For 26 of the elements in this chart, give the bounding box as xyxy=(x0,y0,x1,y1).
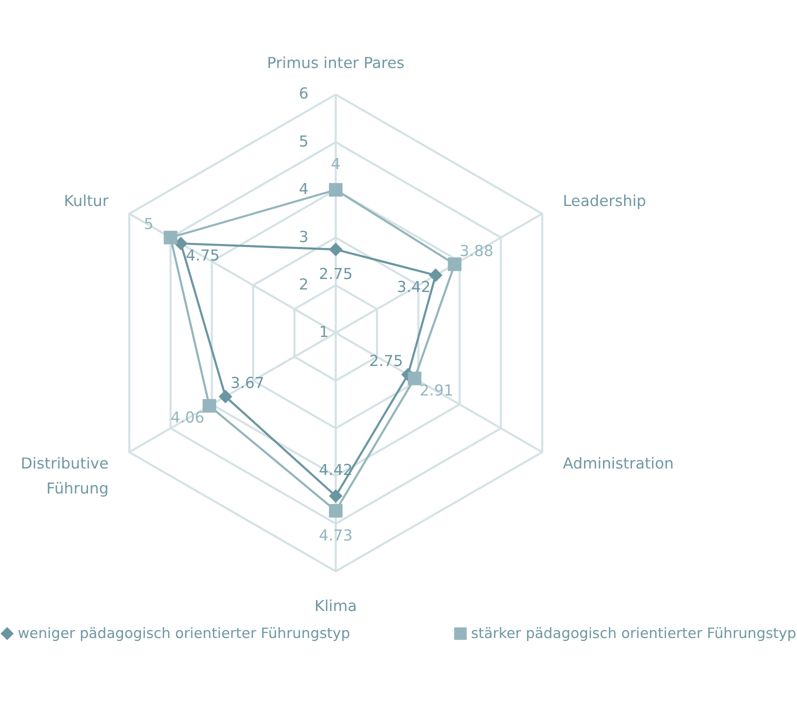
data-label: 4.73 xyxy=(318,526,353,544)
data-label: 3.42 xyxy=(396,278,431,296)
data-label: 2.75 xyxy=(318,264,353,283)
data-label: 4 xyxy=(330,154,341,173)
data-label: 4.42 xyxy=(318,460,353,479)
data-label: 4.75 xyxy=(186,246,220,264)
data-label: 2.75 xyxy=(369,352,403,370)
legend-label: weniger pädagogisch orientierter Führungstyp xyxy=(18,626,350,642)
data-label: 2.91 xyxy=(420,381,454,400)
spoke-label: Klima xyxy=(314,597,357,616)
y-tick-label: 4 xyxy=(298,180,309,198)
legend-label: stärker pädagogisch orientierter Führungstyp xyxy=(470,626,796,642)
spoke-label: Administration xyxy=(562,454,674,472)
y-tick-label: 6 xyxy=(298,84,309,103)
data-label: 5 xyxy=(144,215,154,234)
y-tick-label: 1 xyxy=(319,323,329,342)
spoke-label: Leadership xyxy=(562,192,646,210)
spoke-label: Kultur xyxy=(64,192,110,210)
data-label: 4.06 xyxy=(170,408,204,427)
data-label: 3.88 xyxy=(460,242,494,260)
spoke-label: Distributive Führung xyxy=(20,454,109,498)
y-tick-label: 2 xyxy=(298,275,309,294)
y-tick-label: 5 xyxy=(298,132,309,150)
y-tick-label: 3 xyxy=(298,228,309,246)
data-label: 3.67 xyxy=(230,374,264,392)
spoke-label: Primus inter Pares xyxy=(267,54,405,72)
